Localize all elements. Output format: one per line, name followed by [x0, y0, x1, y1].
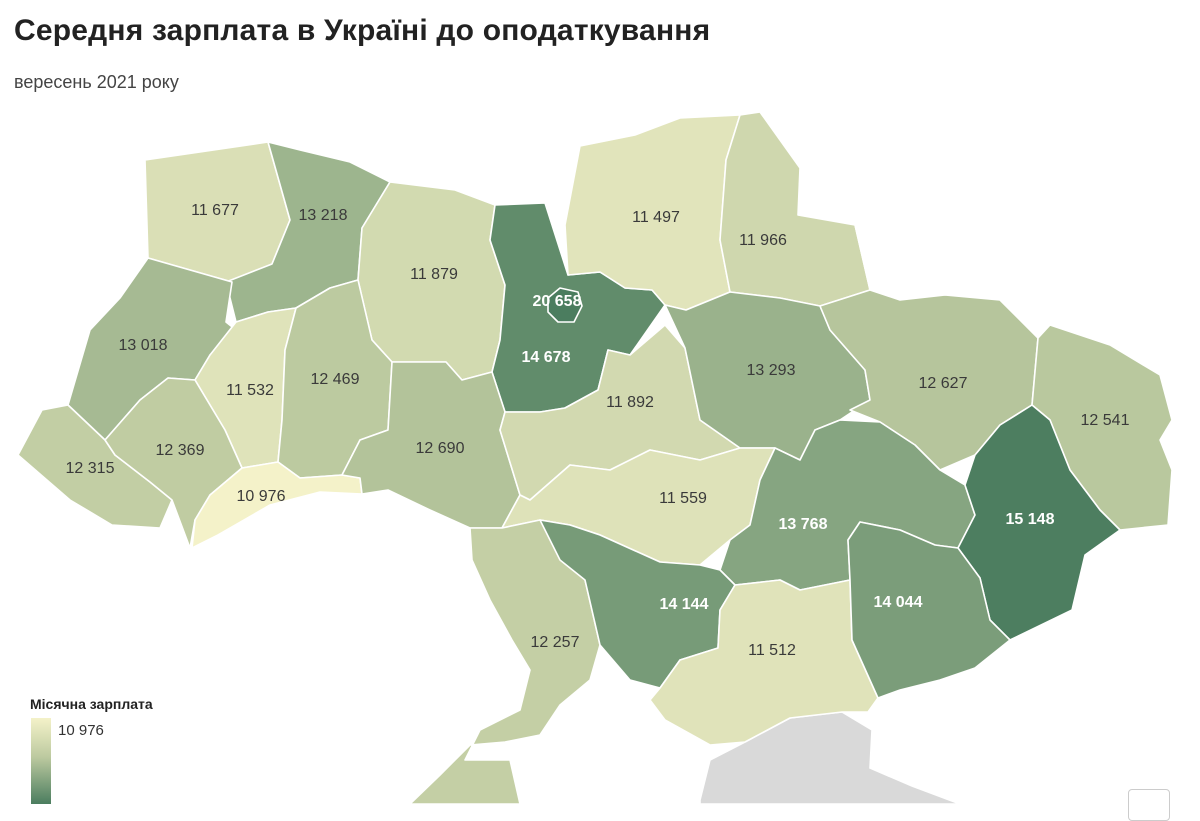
region-kyiv-city[interactable] [547, 287, 583, 323]
ukraine-choropleth-map: 11 677 13 218 11 879 14 678 20 658 11 49… [17, 111, 1173, 804]
region-kherson[interactable] [649, 579, 879, 746]
label-poltava: 13 293 [747, 362, 796, 379]
label-volyn: 11 677 [191, 202, 239, 219]
region-sumy[interactable] [719, 111, 871, 307]
label-kirovohrad: 11 559 [659, 490, 707, 507]
label-kherson: 11 512 [748, 642, 796, 659]
label-sumy: 11 966 [739, 232, 787, 249]
label-vinnytsia: 12 690 [416, 440, 465, 457]
corner-control-button[interactable] [1128, 789, 1170, 821]
legend-title: Місячна зарплата [30, 696, 153, 712]
label-khmelnytskyi: 12 469 [311, 371, 360, 388]
region-chernivtsi[interactable] [191, 461, 363, 549]
label-mykolaiv: 14 144 [660, 596, 709, 613]
label-zakarpattia: 12 315 [66, 460, 115, 477]
label-odesa: 12 257 [531, 634, 580, 651]
label-cherkasy: 11 892 [606, 394, 654, 411]
label-kyiv-city: 20 658 [533, 293, 582, 310]
label-donetsk: 15 148 [1006, 511, 1055, 528]
label-lviv: 13 018 [119, 337, 168, 354]
label-zhytomyr: 11 879 [410, 266, 458, 283]
label-kyiv-oblast: 14 678 [522, 349, 571, 366]
label-dnipropetrovsk: 13 768 [779, 516, 828, 533]
region-zaporizhzhia[interactable] [847, 521, 1011, 699]
crimea-region [699, 711, 961, 804]
label-chernihiv: 11 497 [632, 209, 680, 226]
label-kharkiv: 12 627 [919, 375, 968, 392]
label-zaporizhzhia: 14 044 [874, 594, 923, 611]
label-ternopil: 11 532 [226, 382, 274, 399]
page-subtitle: вересень 2021 року [14, 72, 179, 92]
label-chernivtsi: 10 976 [237, 488, 286, 505]
page-title: Середня зарплата в Україні до оподаткува… [14, 14, 711, 47]
region-donetsk[interactable] [957, 404, 1121, 641]
label-ivano-frankivsk: 12 369 [156, 442, 205, 459]
label-luhansk: 12 541 [1081, 412, 1130, 429]
legend-min-label: 10 976 [58, 722, 104, 739]
label-rivne: 13 218 [299, 207, 348, 224]
legend-color-scale [31, 718, 51, 804]
value-labels: 11 677 13 218 11 879 14 678 20 658 11 49… [66, 202, 1130, 659]
